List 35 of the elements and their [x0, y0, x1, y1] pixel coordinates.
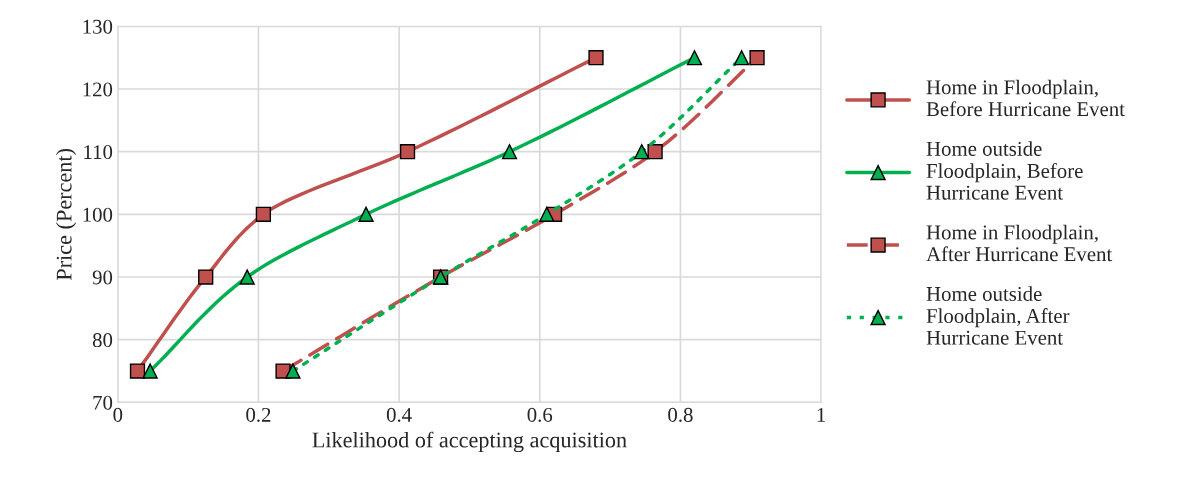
y-tick-label: 110	[84, 145, 113, 160]
y-axis-title: Price (Percent)	[55, 149, 77, 281]
point	[539, 206, 555, 222]
point	[686, 50, 703, 66]
point	[129, 363, 146, 379]
point	[142, 363, 158, 379]
x-tick-label: 0	[113, 407, 123, 422]
point	[733, 50, 750, 66]
y-tick-label: 130	[83, 19, 113, 34]
point	[285, 363, 301, 379]
x-axis-title: Likelihood of accepting acquisition	[312, 431, 627, 453]
x-tick-label: 0.6	[527, 407, 553, 422]
point	[749, 50, 765, 66]
point	[358, 206, 374, 222]
legend-label: Home outside Floodplain, Before Hurricane Event	[926, 141, 1083, 200]
x-tick-label: 1	[817, 407, 826, 422]
point	[647, 144, 663, 160]
point	[198, 269, 214, 285]
x-tick-label: 0.8	[668, 407, 693, 422]
legend-label: Home in Floodplain, Before Hurricane Event	[926, 79, 1125, 117]
point	[588, 50, 604, 66]
x-tick-label: 0.4	[386, 407, 412, 422]
point	[399, 144, 416, 160]
point	[239, 269, 255, 285]
y-tick-label: 80	[92, 333, 113, 348]
y-tick-label: 90	[92, 270, 113, 285]
legend-label: Home in Floodplain, After Hurricane Event	[926, 224, 1113, 262]
point	[634, 144, 650, 160]
y-tick-label: 100	[83, 207, 113, 222]
legend-label: Home outside Floodplain, After Hurricane Event	[926, 286, 1070, 345]
y-tick-label: 120	[83, 82, 113, 97]
point	[501, 144, 518, 160]
y-tick-label: 70	[93, 395, 113, 410]
point	[255, 206, 272, 222]
x-tick-label: 0.2	[246, 407, 271, 422]
